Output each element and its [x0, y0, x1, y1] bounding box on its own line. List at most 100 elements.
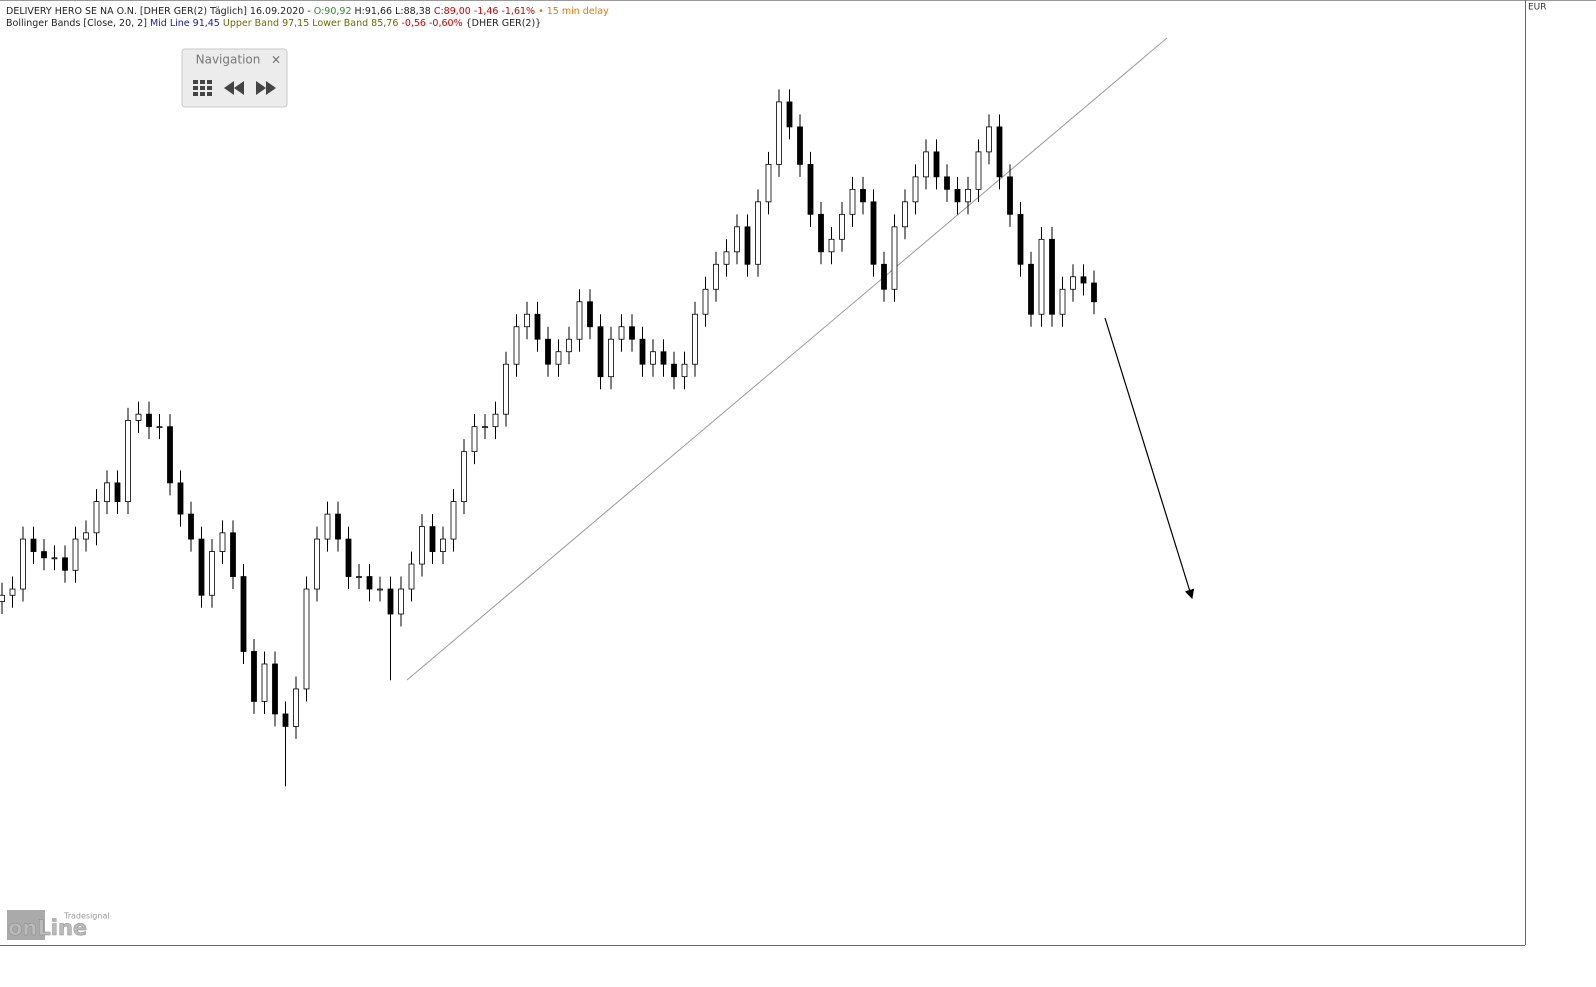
candle-body — [51, 557, 58, 560]
candle — [272, 651, 278, 727]
candle-body — [156, 426, 163, 429]
nav-title: Navigation — [196, 53, 261, 67]
candle-body — [986, 126, 992, 153]
candle — [944, 164, 950, 202]
forecast-arrow — [1104, 317, 1195, 600]
candle-body — [734, 226, 740, 253]
candle-body — [912, 176, 919, 203]
candle — [860, 176, 866, 215]
candle — [923, 139, 929, 190]
candle — [975, 139, 982, 202]
candle — [534, 301, 541, 352]
candle — [345, 526, 352, 590]
candle-body — [524, 313, 530, 328]
candle-body — [828, 238, 835, 253]
candle — [692, 301, 698, 377]
candle-body — [566, 338, 572, 353]
candle-body — [702, 288, 709, 315]
candle — [587, 289, 593, 340]
candle-body — [1038, 238, 1045, 315]
candle-body — [534, 313, 541, 340]
candle — [734, 214, 740, 265]
candle — [335, 501, 341, 552]
candle-body — [597, 326, 604, 378]
candle-body — [923, 151, 929, 178]
candle-body — [1028, 263, 1034, 315]
candle-body — [282, 713, 289, 727]
header-part: • 15 min delay — [535, 6, 609, 17]
candle — [828, 226, 835, 265]
candle-body — [366, 576, 373, 590]
candle-body — [587, 301, 593, 328]
candle — [366, 564, 373, 602]
candle-body — [723, 251, 730, 265]
candle-body — [755, 201, 761, 265]
candle — [629, 314, 635, 352]
candle-body — [818, 213, 824, 253]
candle — [167, 414, 173, 496]
candle-body — [1080, 276, 1087, 284]
candle — [1070, 264, 1076, 302]
candle-body — [902, 201, 908, 228]
header-part: O:90,92 — [314, 6, 352, 17]
candle-body — [324, 513, 331, 540]
candle — [356, 564, 362, 590]
candle — [797, 114, 803, 177]
candle — [807, 151, 814, 227]
candle-body — [576, 301, 583, 340]
candle-body — [387, 588, 394, 615]
candle — [293, 676, 299, 739]
candle — [503, 351, 509, 427]
candle-body — [303, 588, 310, 690]
nav-close[interactable]: × — [271, 53, 281, 67]
candle-body — [482, 426, 488, 429]
nav-forward[interactable] — [256, 81, 276, 95]
candle — [492, 401, 499, 440]
candle — [51, 545, 58, 571]
candle-body — [618, 326, 625, 340]
candle — [314, 526, 320, 602]
candle — [713, 251, 719, 302]
candle — [1017, 201, 1024, 277]
candle-body — [839, 213, 845, 240]
candle — [440, 526, 446, 565]
candle-body — [849, 188, 856, 215]
candle — [30, 526, 37, 565]
candle-body — [1059, 288, 1066, 315]
candle — [1059, 276, 1066, 327]
candle-body — [0, 594, 5, 602]
candle — [765, 151, 772, 215]
candle-body — [1091, 282, 1097, 303]
candle-body — [188, 513, 194, 540]
candle-body — [167, 426, 173, 484]
candle — [429, 514, 436, 565]
nav-grid-button[interactable] — [193, 80, 212, 96]
candle-body — [1070, 276, 1076, 290]
candle — [818, 201, 824, 265]
candle-body — [776, 101, 782, 165]
header-line-2: Bollinger Bands [Close, 20, 2] Mid Line … — [6, 18, 541, 29]
candle-body — [30, 538, 37, 552]
candle-body — [408, 563, 415, 590]
candle-body — [765, 163, 772, 203]
candle-body — [209, 551, 215, 596]
candle-body — [555, 351, 562, 365]
candle-body — [240, 576, 247, 652]
candle-body — [230, 532, 236, 577]
candle — [608, 326, 614, 390]
candle — [251, 638, 257, 714]
candle — [1091, 270, 1097, 315]
navigation-panel: Navigation × — [181, 48, 288, 108]
candle-body — [272, 663, 278, 715]
candle — [408, 551, 415, 602]
candle-body — [744, 226, 751, 265]
nav-back[interactable] — [224, 81, 244, 95]
candle-body — [881, 263, 887, 290]
candle-body — [335, 513, 341, 540]
candle-body — [146, 413, 152, 428]
candle-body — [786, 101, 793, 128]
trend-line — [406, 37, 1168, 681]
candle-body — [345, 538, 352, 577]
candle — [93, 489, 100, 546]
candle — [324, 501, 331, 552]
